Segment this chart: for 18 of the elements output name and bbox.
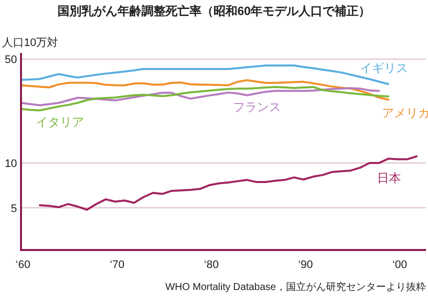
series-label: イギリス bbox=[360, 61, 408, 75]
text: WHO Mortality Database，国立がん研究センターより抜粋 bbox=[165, 281, 426, 293]
line-series bbox=[20, 79, 390, 101]
y-tick-label: 5 bbox=[10, 202, 17, 215]
x-tick-label: ‘90 bbox=[298, 259, 313, 271]
chart-title: 国別乳がん年齢調整死亡率（昭和60年モデル人口で補正） bbox=[57, 4, 371, 18]
y-axis-title: 人口10万対 bbox=[2, 36, 58, 49]
x-tick-label: ‘80 bbox=[204, 259, 219, 271]
x-tick-label: ‘60 bbox=[16, 259, 30, 271]
y-tick-label: 50 bbox=[4, 54, 17, 66]
x-tick-label: ‘00 bbox=[392, 259, 408, 271]
series-label: アメリカ bbox=[382, 106, 428, 120]
y-tick-label: 10 bbox=[4, 158, 17, 170]
series-label: イタリア bbox=[36, 115, 84, 129]
series-label: フランス bbox=[233, 100, 281, 114]
series-label: 日本 bbox=[377, 171, 401, 185]
x-tick-label: ‘70 bbox=[110, 259, 125, 271]
line-series bbox=[38, 155, 418, 211]
